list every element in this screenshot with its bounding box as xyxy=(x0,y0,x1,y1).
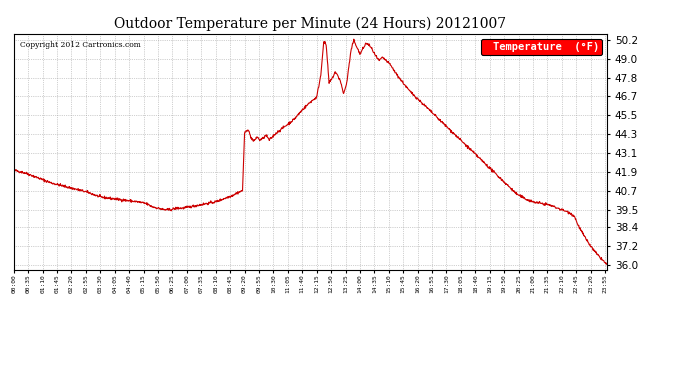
Text: Copyright 2012 Cartronics.com: Copyright 2012 Cartronics.com xyxy=(20,41,141,49)
Temperature  (°F) xyxy=(242,129,250,133)
Legend: Temperature  (°F): Temperature (°F) xyxy=(481,39,602,55)
Temperature  (°F) xyxy=(551,204,559,209)
Temperature  (°F) xyxy=(257,136,265,141)
Temperature  (°F) xyxy=(350,37,358,41)
Temperature  (°F) xyxy=(603,262,611,267)
Temperature  (°F) xyxy=(10,168,18,172)
Temperature  (°F) xyxy=(141,201,149,205)
Line: Temperature  (°F): Temperature (°F) xyxy=(14,39,607,265)
Title: Outdoor Temperature per Minute (24 Hours) 20121007: Outdoor Temperature per Minute (24 Hours… xyxy=(115,17,506,31)
Temperature  (°F) xyxy=(500,180,508,184)
Temperature  (°F) xyxy=(402,85,411,90)
